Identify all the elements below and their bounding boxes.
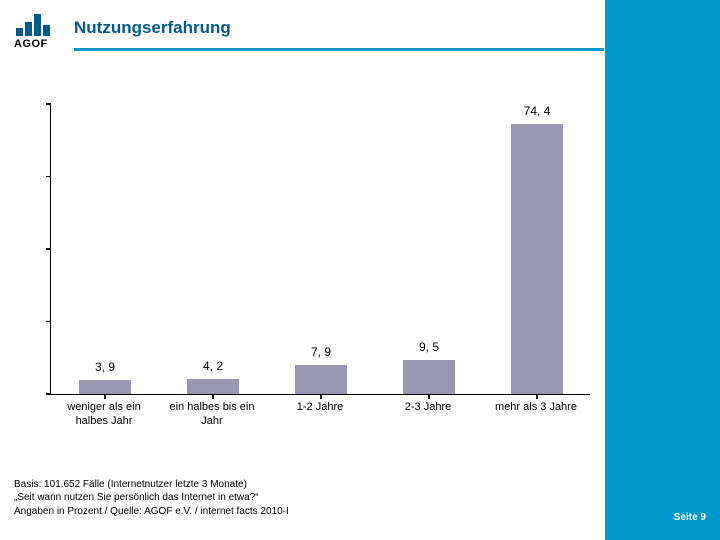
bar	[403, 360, 455, 394]
logo-bar	[34, 14, 41, 36]
bar-value-label: 4, 2	[203, 359, 223, 373]
logo-bar	[25, 22, 32, 36]
bar	[79, 380, 131, 394]
bar-group: 4, 2	[159, 104, 267, 394]
page-title: Nutzungserfahrung	[74, 18, 231, 38]
bar-value-label: 3, 9	[95, 360, 115, 374]
x-axis-label: mehr als 3 Jahre	[482, 401, 590, 415]
footnote-line: Basis: 101.652 Fälle (Internetnutzer let…	[14, 478, 289, 492]
bar	[187, 379, 239, 394]
x-tick	[104, 394, 106, 399]
x-axis-label: 1-2 Jahre	[266, 401, 374, 415]
right-accent-bar	[605, 0, 720, 540]
agof-logo: AGOF	[14, 14, 64, 50]
chart-plot: 3, 9 4, 2 7, 9 9, 5 74, 4	[50, 105, 590, 395]
x-axis-label: 2-3 Jahre	[374, 401, 482, 415]
x-axis-label: ein halbes bis ein Jahr	[158, 401, 266, 429]
bar-group: 3, 9	[51, 104, 159, 394]
x-tick	[428, 394, 430, 399]
bar-group: 7, 9	[267, 104, 375, 394]
logo-text: AGOF	[14, 38, 64, 50]
bar-group: 9, 5	[375, 104, 483, 394]
bar-value-label: 9, 5	[419, 340, 439, 354]
bar-value-label: 74, 4	[524, 104, 551, 118]
x-tick	[320, 394, 322, 399]
bar-group: 74, 4	[483, 104, 591, 394]
bar-value-label: 7, 9	[311, 345, 331, 359]
logo-bars-icon	[14, 14, 64, 36]
bar	[511, 124, 563, 394]
header: AGOF Nutzungserfahrung	[14, 14, 605, 64]
logo-bar	[16, 28, 23, 36]
logo-bar	[43, 25, 50, 36]
footnote-line: Angaben in Prozent / Quelle: AGOF e.V. /…	[14, 505, 289, 519]
bar	[295, 365, 347, 394]
footnote: Basis: 101.652 Fälle (Internetnutzer let…	[14, 478, 289, 519]
usage-experience-chart: 3, 94, 27, 99, 574, 4 weniger als ein ha…	[50, 105, 590, 425]
title-underline	[74, 48, 604, 51]
x-tick	[212, 394, 214, 399]
footnote-line: „Seit wann nutzen Sie persönlich das Int…	[14, 491, 289, 505]
x-axis-label: weniger als ein halbes Jahr	[50, 401, 158, 429]
page-number: Seite 9	[674, 512, 706, 523]
x-tick	[536, 394, 538, 399]
